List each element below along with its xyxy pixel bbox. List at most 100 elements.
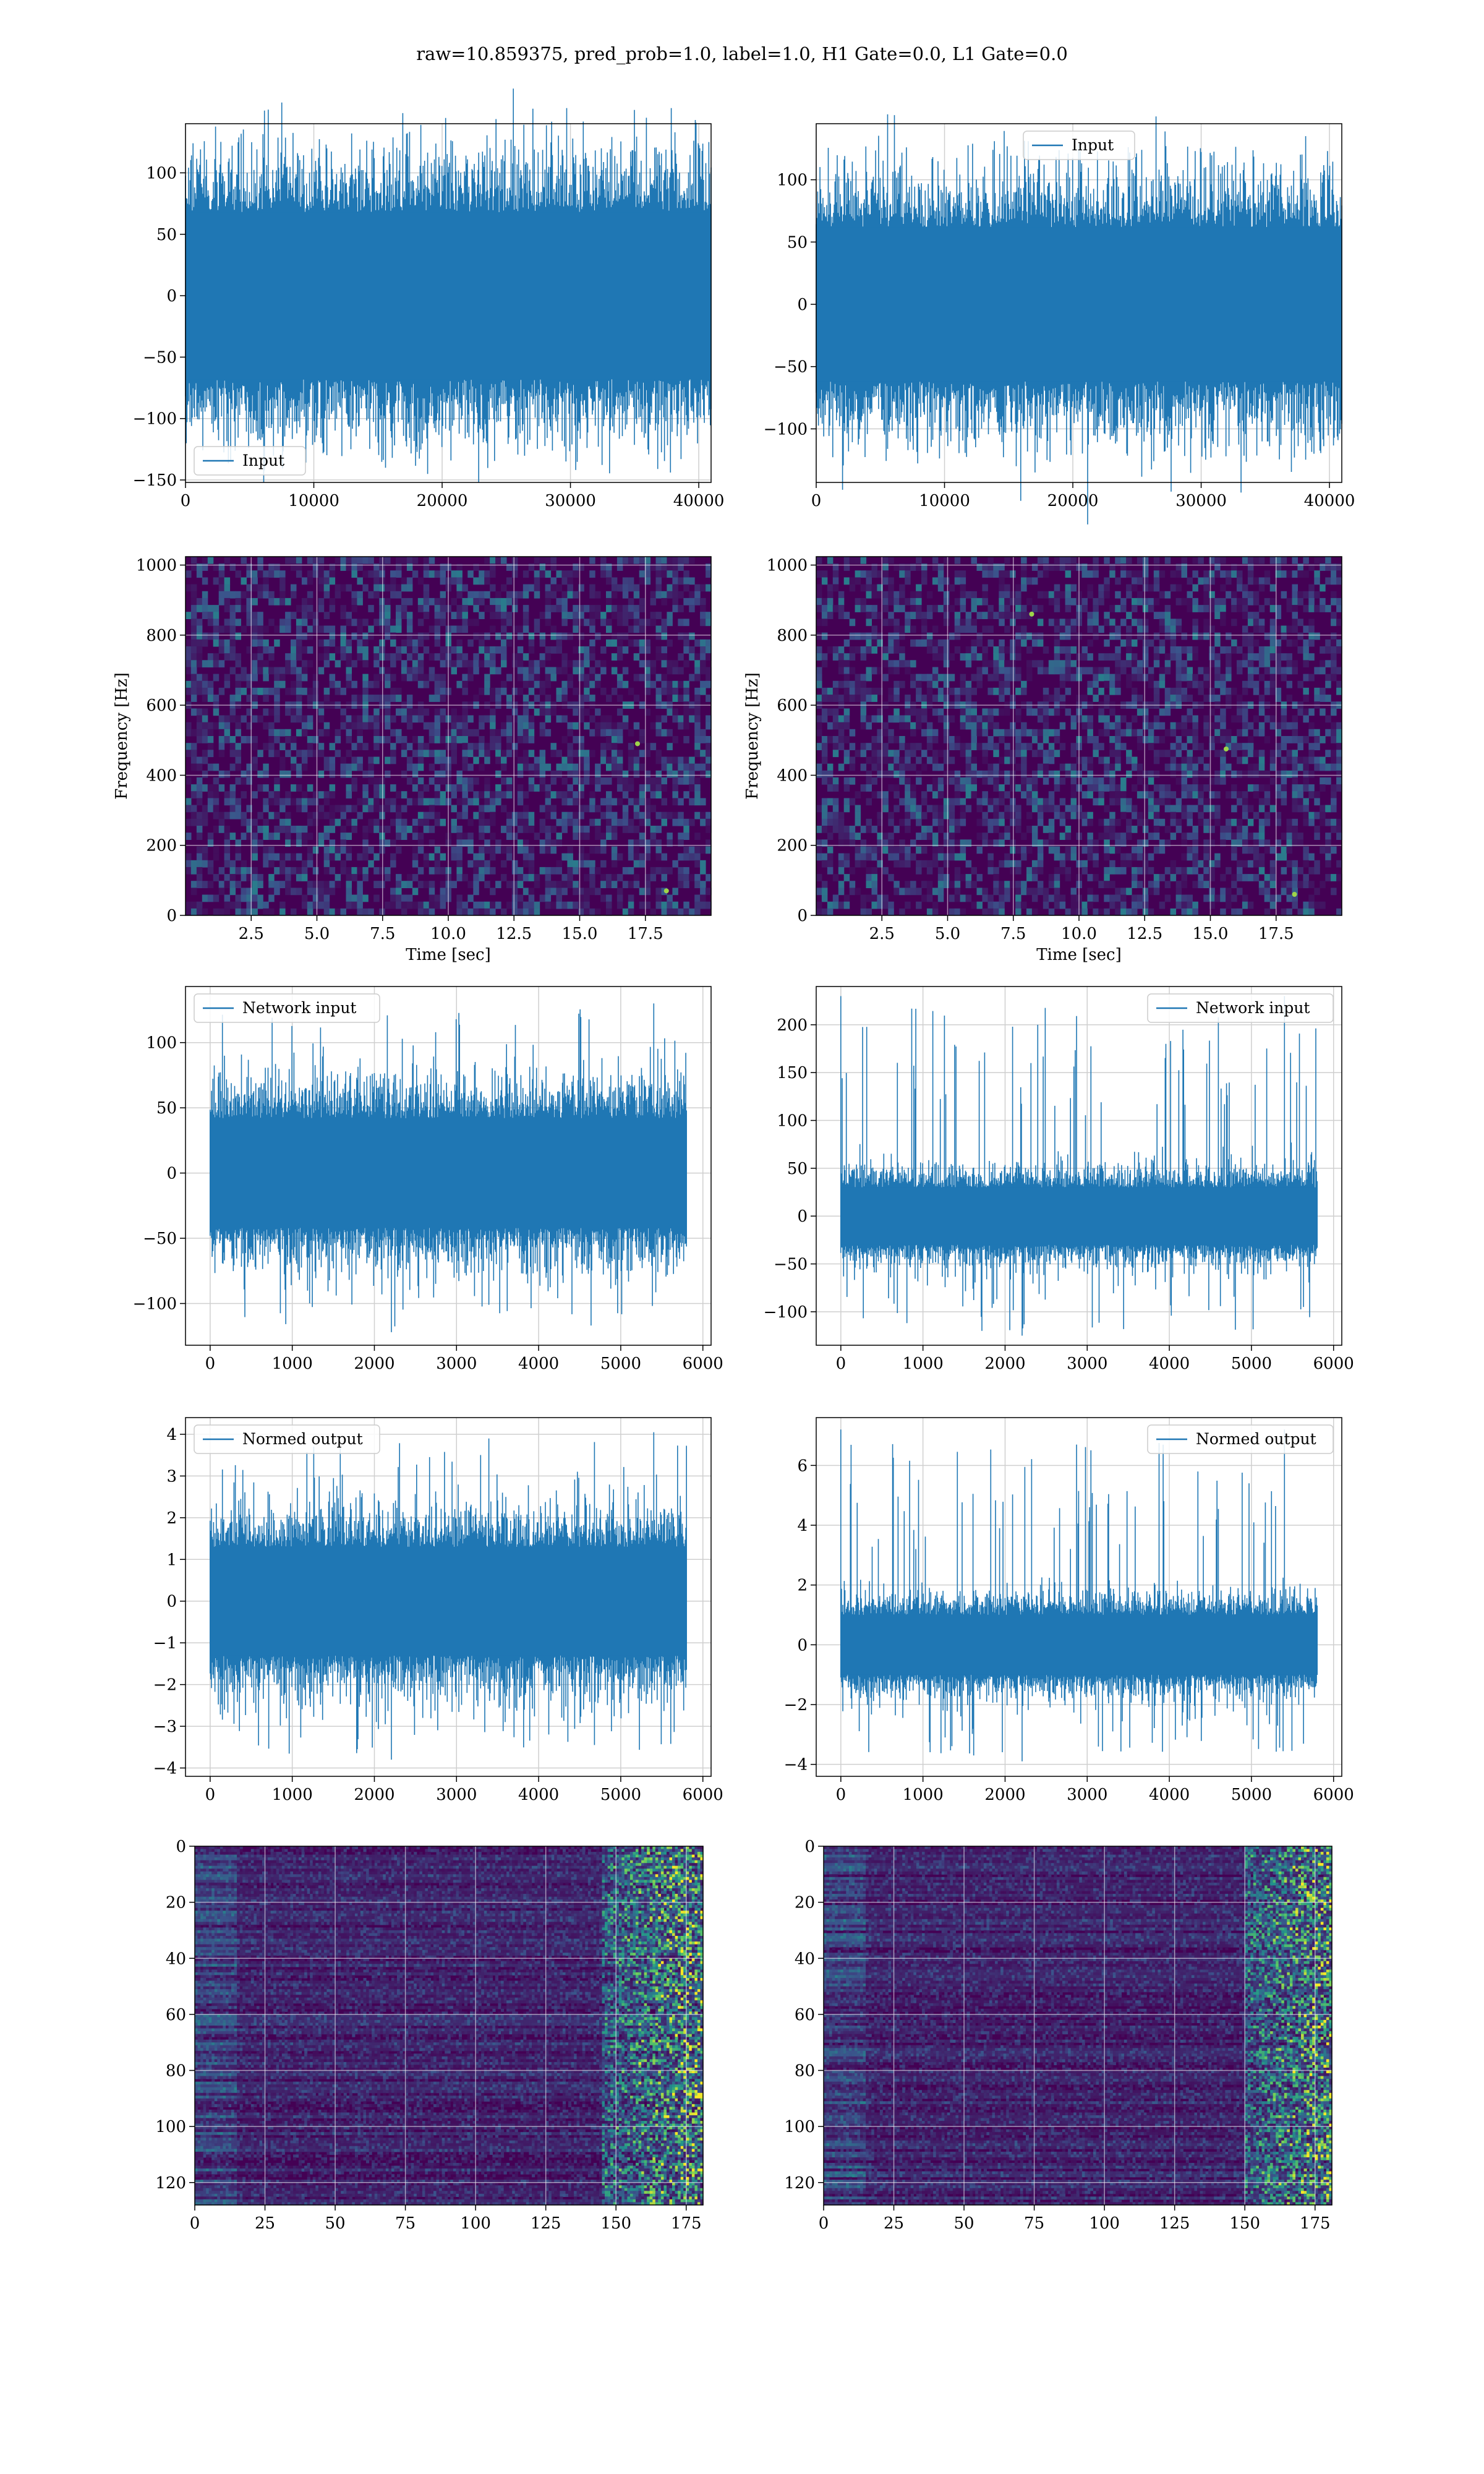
heatmap-cell — [617, 640, 623, 647]
heatmap-cell — [866, 584, 872, 592]
heatmap-cell — [656, 578, 662, 585]
heatmap-cell — [456, 578, 463, 585]
heatmap-cell — [219, 826, 225, 833]
heatmap-cell — [236, 847, 242, 854]
heatmap-cell — [451, 570, 458, 578]
heatmap-cell — [274, 784, 280, 792]
heatmap-cell — [882, 618, 889, 626]
heatmap-cell — [479, 833, 485, 840]
heatmap-cell — [512, 557, 518, 564]
heatmap-cell — [341, 847, 347, 854]
heatmap-cell — [1242, 633, 1248, 640]
heatmap-cell — [385, 557, 391, 564]
heatmap-cell — [373, 570, 380, 578]
heatmap-cell — [1220, 570, 1226, 578]
heatmap-cell — [556, 881, 563, 888]
heatmap-cell — [252, 833, 258, 840]
heatmap-cell — [678, 757, 684, 764]
heatmap-cell — [279, 902, 286, 909]
heatmap-cell — [882, 557, 889, 564]
heatmap-cell — [230, 867, 236, 875]
heatmap-cell — [324, 729, 330, 737]
heatmap-cell — [1038, 618, 1044, 626]
heatmap-cell — [523, 722, 529, 730]
heatmap-cell — [330, 888, 336, 895]
heatmap-cell — [1259, 660, 1265, 667]
heatmap-cell — [324, 867, 330, 875]
heatmap-cell — [274, 798, 280, 805]
heatmap-cell — [899, 584, 905, 592]
heatmap-cell — [462, 612, 468, 619]
heatmap-cell — [186, 722, 192, 730]
heatmap-cell — [435, 847, 441, 854]
heatmap-cell — [623, 646, 629, 654]
x-tick-label: 15.0 — [562, 925, 598, 943]
heatmap-cell — [1325, 640, 1331, 647]
heatmap-cell — [191, 708, 197, 716]
heatmap-cell — [263, 902, 269, 909]
heatmap-cell — [1303, 557, 1309, 564]
heatmap-cell — [573, 819, 579, 826]
heatmap-cell — [324, 640, 330, 647]
heatmap-cell — [407, 633, 413, 640]
heatmap-cell — [1248, 591, 1254, 599]
heatmap-cell — [1165, 633, 1171, 640]
heatmap-cell — [694, 798, 701, 805]
heatmap-cell — [1253, 612, 1260, 619]
heatmap-cell — [866, 640, 872, 647]
heatmap-cell — [545, 881, 552, 888]
heatmap-cell — [706, 743, 712, 750]
heatmap-cell — [573, 826, 579, 833]
heatmap-cell — [412, 633, 419, 640]
heatmap-cell — [501, 777, 507, 785]
heatmap-cell — [662, 777, 668, 785]
heatmap-cell — [191, 805, 197, 813]
heatmap-cell — [706, 681, 712, 688]
heatmap-cell — [584, 909, 590, 916]
heatmap-cell — [1137, 557, 1143, 564]
heatmap-cell — [523, 695, 529, 702]
heatmap-cell — [960, 591, 966, 599]
heatmap-cell — [589, 881, 595, 888]
heatmap-cell — [955, 578, 961, 585]
heatmap-cell — [606, 729, 612, 737]
heatmap-cell — [186, 570, 192, 578]
heatmap-cell — [362, 833, 369, 840]
heatmap-cell — [307, 716, 313, 723]
heatmap-cell — [401, 895, 407, 902]
heatmap-cell — [706, 722, 712, 730]
heatmap-cell — [667, 591, 673, 599]
heatmap-cell — [313, 895, 319, 902]
heatmap-cell — [379, 667, 385, 675]
heatmap-cell — [584, 757, 590, 764]
heatmap-cell — [396, 688, 402, 695]
heatmap-cell — [523, 605, 529, 612]
heatmap-cell — [540, 688, 546, 695]
heatmap-cell — [523, 888, 529, 895]
heatmap-cell — [346, 557, 352, 564]
heatmap-cell — [440, 695, 446, 702]
heatmap-cell — [213, 812, 220, 820]
heatmap-cell — [224, 578, 231, 585]
heatmap-cell — [390, 626, 396, 633]
h1-spectrogram-panel: 2.5 5.0 7.5 10.0 12.5 15.0 17.5020040060080010… — [113, 557, 712, 964]
heatmap-cell — [982, 584, 988, 592]
y-tick-label: 50 — [156, 226, 177, 244]
heatmap-cell — [1270, 584, 1276, 592]
heatmap-cell — [672, 902, 678, 909]
heatmap-cell — [435, 674, 441, 682]
heatmap-cell — [484, 570, 490, 578]
heatmap-cell — [456, 771, 463, 778]
heatmap-cell — [213, 612, 220, 619]
heatmap-cell — [694, 674, 701, 682]
heatmap-cell — [899, 598, 905, 606]
heatmap-cell — [346, 867, 352, 875]
heatmap-cell — [467, 750, 474, 757]
heatmap-cell — [362, 618, 369, 626]
heatmap-cell — [1198, 605, 1204, 612]
heatmap-cell — [584, 695, 590, 702]
heatmap-cell — [584, 902, 590, 909]
heatmap-cell — [484, 578, 490, 585]
heatmap-cell — [706, 612, 712, 619]
